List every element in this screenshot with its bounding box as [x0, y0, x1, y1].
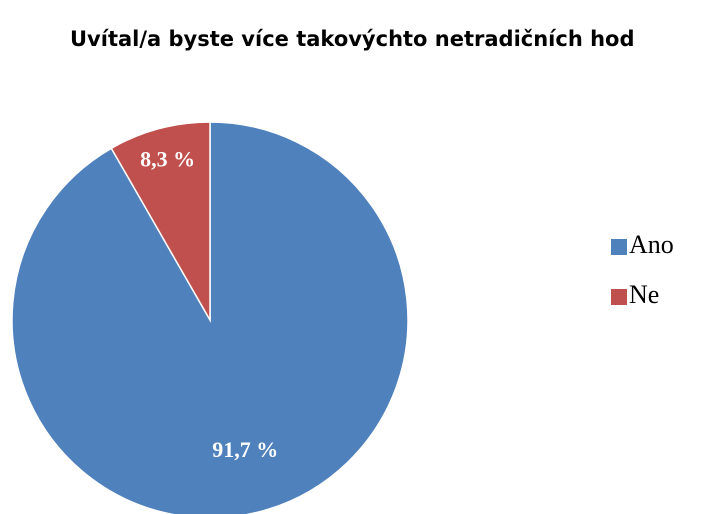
- legend-label: Ne: [629, 280, 659, 309]
- pie-slice: [11, 121, 409, 514]
- value-label: 91,7 %: [212, 437, 278, 462]
- value-label: 8,3 %: [140, 146, 195, 171]
- legend-label: Ano: [629, 230, 674, 259]
- pie-slice: [110, 121, 211, 323]
- legend-swatch: [611, 239, 627, 255]
- chart-title: Uvítal/a byste více takovýchto netradičn…: [70, 27, 635, 51]
- legend-swatch: [611, 289, 627, 305]
